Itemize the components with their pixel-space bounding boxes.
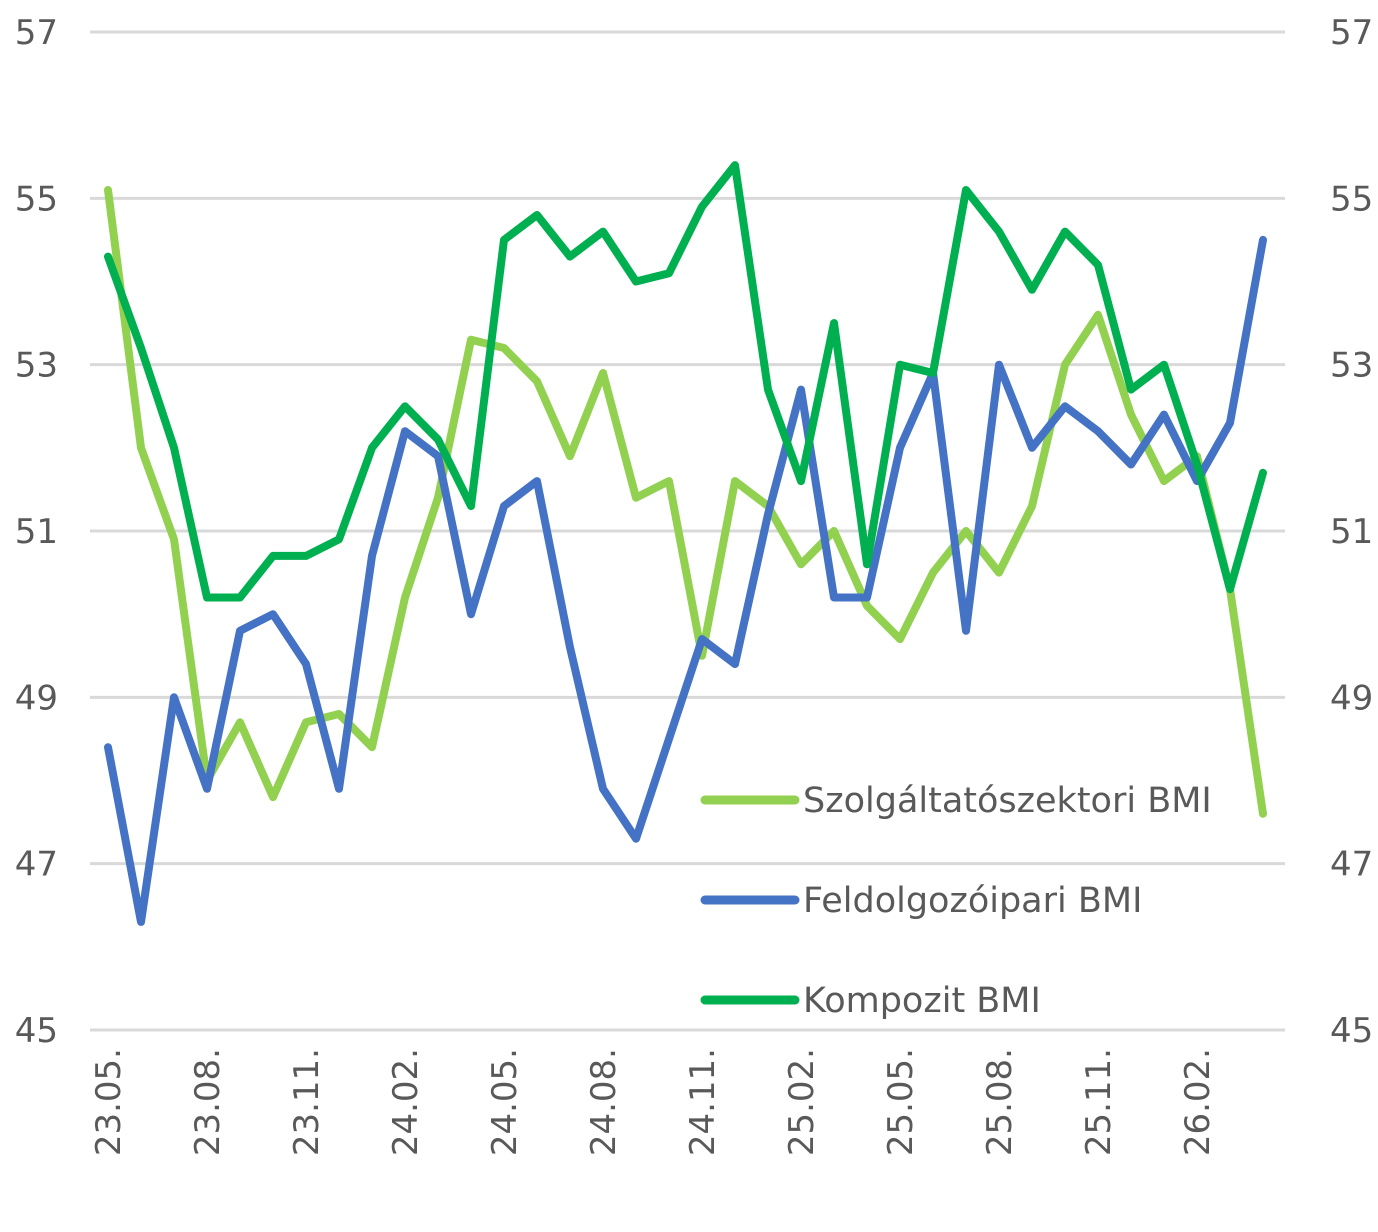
legend-label: Kompozit BMI (803, 981, 1041, 1021)
y-axis-left: 45 47 49 51 53 55 57 (15, 13, 58, 1051)
y-tick-label-right: 47 (1330, 845, 1373, 885)
x-tick-label: 24.08. (584, 1048, 624, 1156)
x-tick-label: 23.05. (89, 1048, 129, 1156)
y-axis-right: 45 47 49 51 53 55 57 (1330, 13, 1373, 1051)
x-tick-label: 26.02. (1178, 1048, 1218, 1156)
x-tick-label: 24.05. (485, 1048, 525, 1156)
y-tick-label-left: 45 (15, 1011, 58, 1051)
x-tick-label: 24.11. (683, 1048, 723, 1156)
x-tick-label: 24.02. (386, 1048, 426, 1156)
y-tick-label-right: 49 (1330, 678, 1373, 718)
x-tick-label: 25.08. (980, 1048, 1020, 1156)
legend-label: Szolgáltatószektori BMI (803, 781, 1212, 821)
x-tick-label: 23.08. (188, 1048, 228, 1156)
y-tick-label-right: 53 (1330, 346, 1373, 386)
legend-label: Feldolgozóipari BMI (803, 881, 1142, 921)
grid (90, 30, 1285, 1032)
y-tick-label-right: 55 (1330, 179, 1373, 219)
legend-item: Szolgáltatószektori BMI (700, 781, 1212, 821)
x-tick-label: 23.11. (287, 1048, 327, 1156)
series-group (104, 161, 1267, 602)
series-line (104, 161, 1267, 602)
series-group (104, 235, 1267, 926)
series (104, 161, 1267, 926)
y-tick-label-left: 49 (15, 678, 58, 718)
x-tick-label: 25.02. (782, 1048, 822, 1156)
legend-item: Kompozit BMI (700, 981, 1041, 1021)
y-tick-label-right: 57 (1330, 13, 1373, 53)
series-line (104, 186, 1267, 818)
y-tick-label-right: 51 (1330, 512, 1373, 552)
y-tick-label-right: 45 (1330, 1011, 1373, 1051)
series-line (104, 235, 1267, 926)
y-tick-label-left: 51 (15, 512, 58, 552)
y-tick-label-left: 55 (15, 179, 58, 219)
series-group (104, 186, 1267, 818)
x-tick-label: 25.11. (1079, 1048, 1119, 1156)
x-tick-label: 25.05. (881, 1048, 921, 1156)
y-tick-label-left: 57 (15, 13, 58, 53)
legend-item: Feldolgozóipari BMI (700, 881, 1142, 921)
y-tick-label-left: 53 (15, 346, 58, 386)
y-tick-label-left: 47 (15, 845, 58, 885)
legend: Szolgáltatószektori BMI Feldolgozóipari B… (700, 781, 1212, 1021)
x-axis: 23.05. 23.08. 23.11. 24.02. 24.05. 24.08. 24.1… (89, 1048, 1218, 1156)
